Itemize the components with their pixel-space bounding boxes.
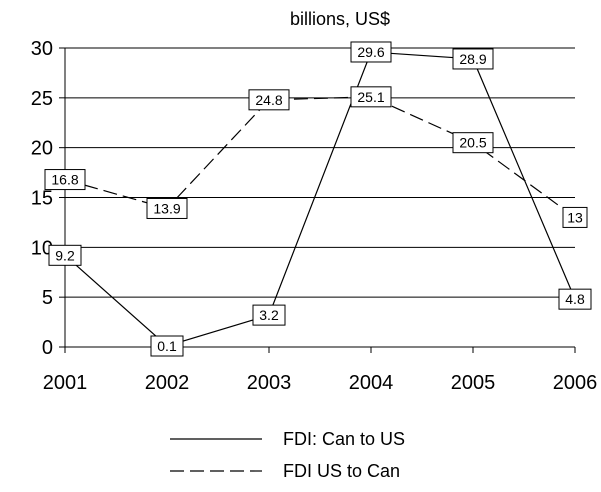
data-label-text: 29.6 (357, 44, 384, 60)
y-tick-label: 30 (31, 38, 53, 60)
data-label-box (452, 48, 494, 70)
data-label-box (350, 86, 392, 108)
data-label-text: 4.8 (565, 291, 585, 307)
data-label-text: 3.2 (259, 307, 279, 323)
series-line-1 (64, 51, 576, 347)
data-label: 20.5 (452, 132, 494, 154)
chart-title: billions, US$ (290, 9, 390, 29)
tick-labels: 0 5 10 15 20 25 30 2001 2002 2003 2004 2005 2006 (31, 38, 598, 394)
data-label: 9.2 (48, 244, 82, 266)
data-label-text: 20.5 (459, 135, 486, 151)
x-tick-label: 2002 (145, 372, 190, 394)
series-line-2 (64, 96, 576, 218)
y-tick-label: 0 (42, 337, 53, 359)
data-label-box (44, 169, 86, 191)
data-label: 4.8 (558, 288, 592, 310)
y-tick-label: 20 (31, 138, 53, 160)
legend-label: FDI: Can to US (283, 429, 405, 449)
data-label-box (558, 288, 592, 310)
data-label-text: 16.8 (51, 172, 78, 188)
data-label: 29.6 (350, 41, 392, 63)
x-tick-label: 2005 (451, 372, 496, 394)
data-label-box (150, 335, 184, 357)
data-label-box (350, 41, 392, 63)
data-label: 13.9 (146, 197, 188, 219)
y-tick-label: 25 (31, 88, 53, 110)
data-label-text: 9.2 (55, 247, 75, 263)
data-label: 0.1 (150, 335, 184, 357)
data-label-box (48, 244, 82, 266)
data-label: 25.1 (350, 86, 392, 108)
data-label-text: 24.8 (255, 92, 282, 108)
data-label-box (146, 197, 188, 219)
data-label-text: 13.9 (153, 200, 180, 216)
data-label: 16.8 (44, 169, 86, 191)
data-label: 24.8 (248, 89, 290, 111)
x-tick-label: 2003 (247, 372, 292, 394)
data-label-text: 13 (567, 209, 583, 225)
y-tick-label: 5 (42, 287, 53, 309)
axes (59, 47, 576, 353)
data-label-text: 0.1 (157, 338, 177, 354)
data-labels: 9.2 0.1 3.2 29.6 28.9 4.8 16.8 13.9 24.8 25.1 20.5… (44, 41, 592, 357)
data-label-text: 28.9 (459, 51, 486, 67)
legend: FDI: Can to US FDI US to Can (170, 429, 405, 481)
y-tick-label: 10 (31, 237, 53, 259)
y-tick-label: 15 (31, 188, 53, 210)
data-label: 28.9 (452, 48, 494, 70)
data-label-box (252, 304, 286, 326)
data-label-box (562, 206, 588, 228)
x-tick-label: 2006 (553, 372, 598, 394)
x-tick-label: 2001 (43, 372, 88, 394)
data-label: 13 (562, 206, 588, 228)
grid (65, 47, 575, 298)
data-label-box (248, 89, 290, 111)
data-label-text: 25.1 (357, 89, 384, 105)
series-lines (64, 51, 576, 347)
data-label: 3.2 (252, 304, 286, 326)
legend-label: FDI US to Can (283, 461, 400, 481)
x-tick-label: 2004 (349, 372, 394, 394)
data-label-box (452, 132, 494, 154)
